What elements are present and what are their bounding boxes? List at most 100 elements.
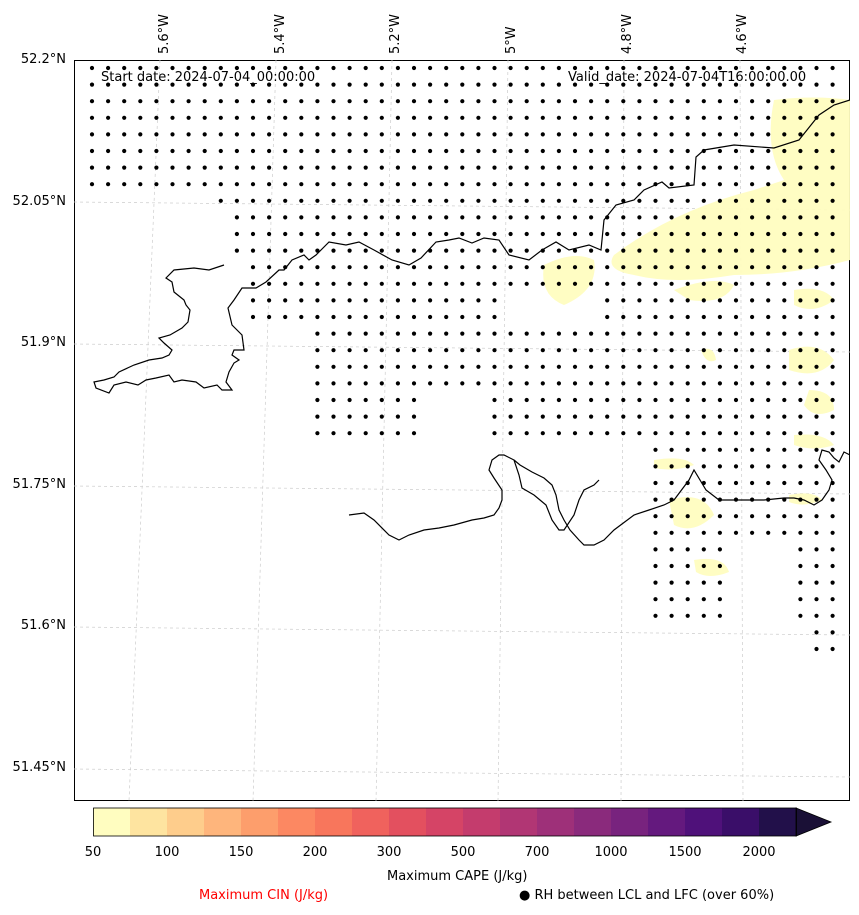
- rh-dot: [669, 431, 674, 436]
- rh-dot: [379, 265, 384, 270]
- rh-dot: [653, 464, 658, 469]
- rh-dot: [766, 414, 771, 419]
- rh-dot: [524, 248, 529, 253]
- rh-dot: [234, 65, 239, 71]
- rh-dot: [331, 132, 336, 137]
- rh-dot: [460, 215, 465, 220]
- rh-dot: [685, 397, 690, 403]
- rh-dot: [411, 298, 417, 303]
- map-panel: [74, 60, 850, 801]
- lon-label-4-6w: 4.6°W: [735, 13, 750, 54]
- rh-dot: [733, 414, 739, 419]
- rh-dot: [379, 132, 384, 137]
- rh-dot: [218, 198, 223, 203]
- rh-dot: [701, 364, 706, 369]
- rh-dot: [717, 480, 723, 486]
- rh-dot: [379, 82, 384, 87]
- rh-dot: [106, 182, 111, 187]
- rh-dot: [621, 115, 626, 120]
- rh-dot: [830, 381, 835, 386]
- rh-dot: [653, 314, 658, 320]
- rh-dot: [154, 182, 159, 187]
- rh-dot: [830, 165, 835, 170]
- rh-dot: [621, 99, 626, 104]
- rh-dot: [283, 231, 288, 237]
- rh-dot: [653, 497, 658, 502]
- rh-dot: [89, 99, 95, 104]
- rh-dot: [347, 431, 352, 436]
- rh-dot: [556, 281, 561, 286]
- rh-dot: [411, 381, 417, 386]
- rh-dot: [250, 132, 256, 137]
- colorbar-segment: [722, 808, 759, 836]
- rh-dot: [830, 248, 835, 253]
- rh-dot: [476, 82, 481, 87]
- rh-dot: [605, 148, 610, 154]
- rh-dot: [283, 148, 288, 154]
- rh-dot: [379, 99, 384, 104]
- rh-dot: [605, 381, 610, 386]
- rh-dot: [637, 364, 642, 369]
- rh-dot: [315, 132, 320, 137]
- rh-dot: [524, 265, 529, 270]
- rh-dot: [508, 215, 513, 220]
- rh-dot: [572, 198, 578, 203]
- rh-dot: [250, 115, 256, 120]
- rh-dot: [685, 265, 690, 270]
- rh-dot: [122, 65, 127, 71]
- rh-dot: [605, 82, 610, 87]
- rh-dot: [106, 132, 111, 137]
- rh-dot: [250, 65, 256, 71]
- rh-dot: [444, 132, 449, 137]
- rh-dot: [685, 298, 690, 303]
- rh-dot: [540, 132, 545, 137]
- rh-dot: [701, 514, 706, 519]
- rh-dot: [540, 265, 545, 270]
- rh-dot: [283, 132, 288, 137]
- rh-dot: [267, 215, 272, 220]
- rh-dot: [733, 480, 739, 486]
- rh-dot: [331, 231, 336, 237]
- rh-dot: [556, 148, 561, 154]
- rh-dot: [701, 348, 706, 353]
- rh-dot: [154, 132, 159, 137]
- rh-dot: [798, 115, 803, 120]
- rh-dot: [267, 82, 272, 87]
- rh-dot: [379, 364, 384, 369]
- rh-dot: [814, 480, 819, 486]
- rh-dot: [750, 514, 755, 519]
- rh-dot: [428, 281, 433, 286]
- rh-dot: [750, 215, 755, 220]
- rh-dot: [444, 115, 449, 120]
- rh-dot: [750, 364, 755, 369]
- rh-dot: [395, 281, 400, 286]
- rh-dot: [299, 298, 304, 303]
- rh-dot: [540, 215, 545, 220]
- rh-dot: [428, 364, 433, 369]
- rh-dot: [218, 148, 223, 154]
- rh-dot: [701, 431, 706, 436]
- rh-dot: [556, 65, 561, 71]
- rh-dot: [717, 148, 723, 154]
- rh-dot: [701, 231, 706, 237]
- colorbar-segment: [500, 808, 537, 836]
- gridlines: [74, 60, 850, 801]
- rh-dot: [444, 331, 449, 336]
- rh-dot: [766, 480, 771, 486]
- rh-dot: [782, 331, 787, 336]
- rh-dot: [122, 132, 127, 137]
- rh-dot: [460, 314, 465, 320]
- rh-dot: [798, 231, 803, 237]
- rh-dot: [347, 165, 352, 170]
- colorbar-title: Maximum CAPE (J/kg): [387, 869, 528, 884]
- rh-dot: [782, 480, 787, 486]
- rh-dot: [508, 381, 513, 386]
- rh-dot: [750, 198, 755, 203]
- rh-dot: [572, 231, 578, 237]
- rh-dot: [685, 281, 690, 286]
- rh-dot: [540, 381, 545, 386]
- rh-dot: [766, 198, 771, 203]
- rh-dot: [250, 281, 256, 286]
- rh-dot: [556, 82, 561, 87]
- rh-dot: [605, 99, 610, 104]
